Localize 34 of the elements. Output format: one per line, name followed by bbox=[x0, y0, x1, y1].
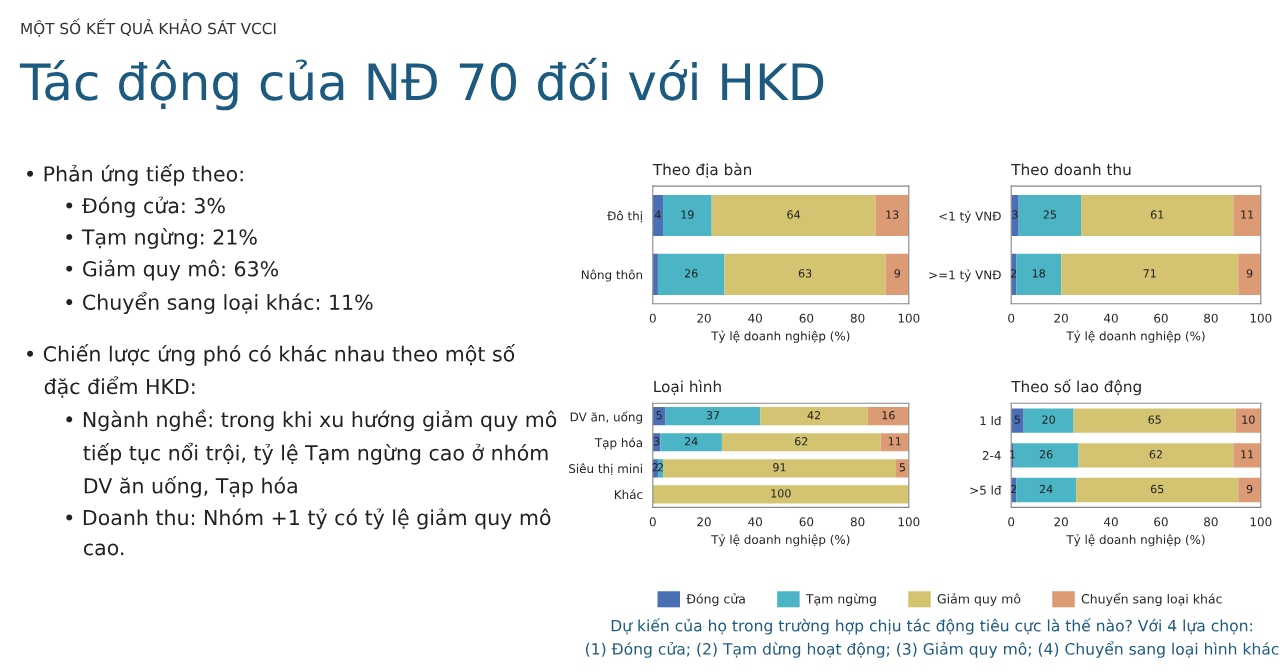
bar bbox=[665, 407, 761, 426]
bar bbox=[867, 407, 909, 426]
bar bbox=[660, 433, 722, 452]
bar bbox=[1016, 253, 1062, 295]
bar bbox=[652, 407, 666, 426]
bar bbox=[1238, 477, 1261, 503]
bar bbox=[875, 194, 909, 237]
bar bbox=[724, 253, 886, 295]
text: • Phản ứng tiếp theo: • Đóng cửa: 3% • Tạm ngừng: 21% • Giảm quy mô: 63% • Chuyển sang loại khác: 11% bbox=[27, 164, 373, 314]
text: • Chiến lược ứng phó có khác nhau theo một số đặc điểm HKD: • Ngành nghề: trong khi xu hướng giảm quy mô tiếp tục nổi trội, tỷ lệ Tạm ngừng cao ở nhóm DV ăn uống, Tạp hóa • Doanh thu: Nhóm +1 tỷ có tỷ lệ giảm quy mô cao. bbox=[27, 344, 557, 556]
bar bbox=[1233, 443, 1261, 468]
bar bbox=[652, 194, 664, 237]
bar bbox=[1013, 443, 1079, 468]
bar bbox=[1016, 477, 1077, 503]
bar bbox=[1061, 253, 1239, 295]
bar bbox=[1081, 194, 1234, 237]
bar bbox=[663, 194, 712, 237]
bar bbox=[1078, 443, 1234, 468]
bar bbox=[657, 253, 725, 295]
bar bbox=[1073, 408, 1236, 433]
bar bbox=[1233, 194, 1261, 237]
bar bbox=[1018, 194, 1082, 237]
bar bbox=[1235, 408, 1261, 433]
text: Tác động của NĐ 70 đối với HKD bbox=[19, 57, 824, 111]
bar bbox=[885, 253, 909, 295]
bar bbox=[663, 459, 896, 478]
bar bbox=[721, 433, 881, 452]
bar bbox=[760, 407, 868, 426]
bar bbox=[1023, 408, 1074, 433]
bar bbox=[711, 194, 876, 237]
bar bbox=[1238, 253, 1261, 295]
bar bbox=[1076, 477, 1239, 503]
bar bbox=[652, 253, 658, 295]
bar bbox=[1011, 408, 1024, 433]
